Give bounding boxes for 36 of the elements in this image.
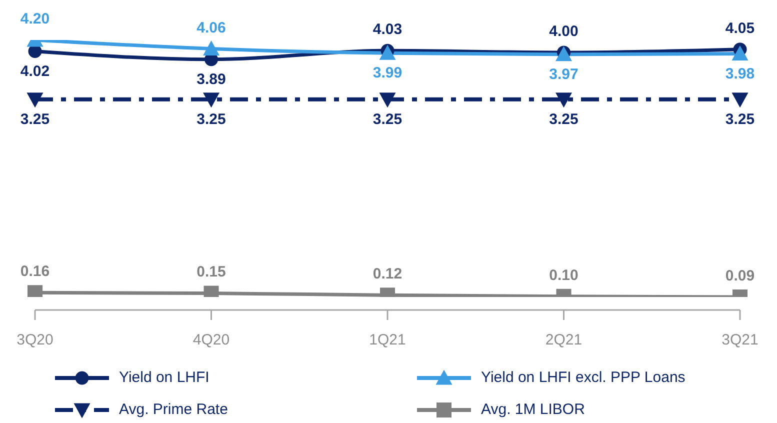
x-tick-label: 2Q21 <box>545 332 582 349</box>
data-label: 4.20 <box>20 10 50 28</box>
data-label: 4.00 <box>549 23 578 40</box>
data-label: 3.99 <box>372 64 402 82</box>
data-label: 0.12 <box>372 266 402 283</box>
data-label: 3.98 <box>725 65 755 82</box>
data-label: 4.06 <box>196 19 226 36</box>
data-label: 3.97 <box>549 66 578 83</box>
point <box>203 40 220 56</box>
data-label: 3.89 <box>196 70 226 88</box>
x-tick-label: 3Q21 <box>722 332 758 349</box>
data-label: 3.25 <box>725 110 755 128</box>
point <box>732 46 748 61</box>
point <box>732 92 748 108</box>
data-label: 4.05 <box>725 20 755 37</box>
data-label: 0.10 <box>549 266 578 284</box>
point <box>203 92 220 108</box>
legend-label: Yield on LHFI <box>119 369 210 387</box>
x-tick-label: 1Q21 <box>369 332 406 349</box>
data-label: 0.09 <box>725 268 755 284</box>
point <box>379 92 396 108</box>
data-label: 0.15 <box>196 264 226 281</box>
x-tick-label: 3Q20 <box>16 332 54 349</box>
data-label: 0.16 <box>20 263 50 280</box>
data-label: 3.25 <box>549 110 578 128</box>
point <box>26 92 44 108</box>
data-label: 3.25 <box>20 110 50 128</box>
data-label: 4.03 <box>372 21 402 38</box>
legend-label: Avg. Prime Rate <box>119 401 228 419</box>
point <box>556 92 572 108</box>
data-label: 3.25 <box>196 110 226 128</box>
data-label: 3.25 <box>372 110 402 128</box>
data-label: 4.02 <box>20 62 50 80</box>
legend-label: Yield on LHFI excl. PPP Loans <box>481 369 686 387</box>
legend-label: Avg. 1M LIBOR <box>481 401 585 419</box>
x-tick-label: 4Q20 <box>192 332 230 349</box>
